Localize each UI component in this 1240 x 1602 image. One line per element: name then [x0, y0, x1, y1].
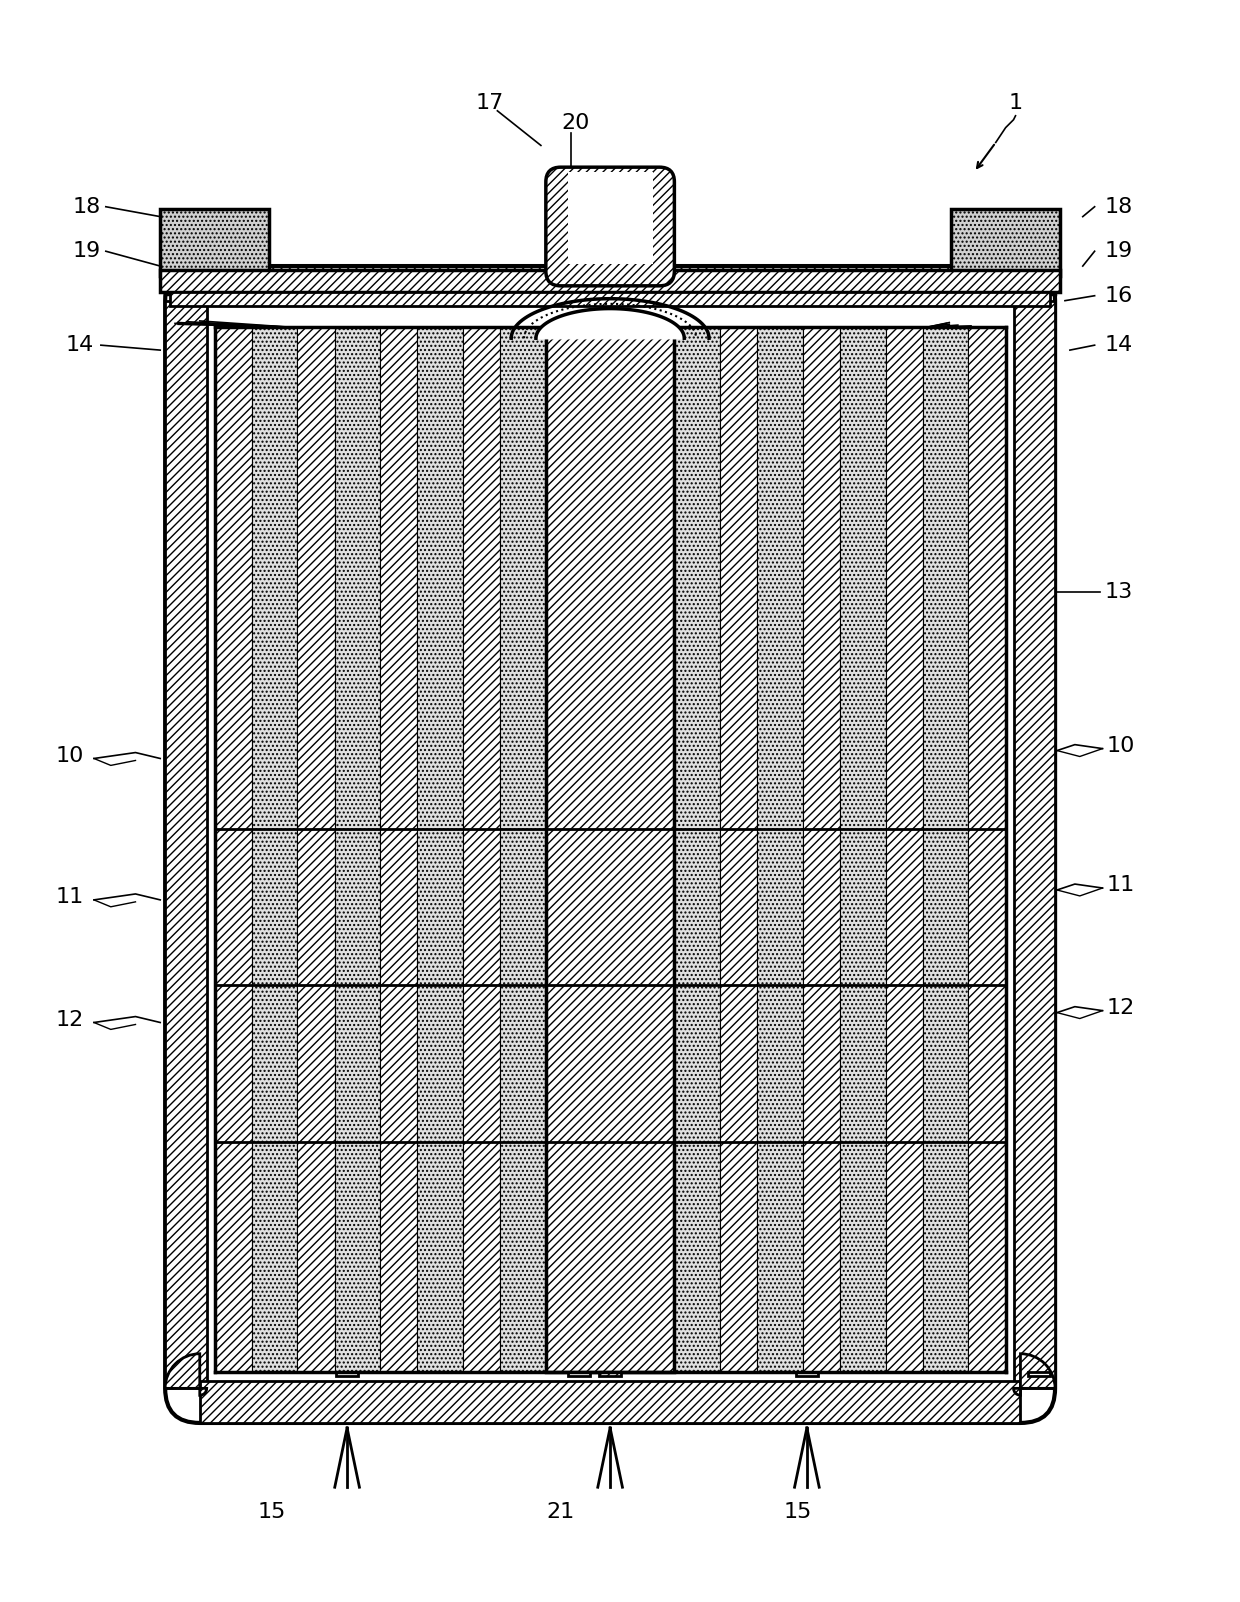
- Bar: [951, 208, 1060, 276]
- Bar: [568, 1371, 590, 1376]
- Bar: [252, 327, 298, 1371]
- Text: 20: 20: [562, 112, 590, 133]
- Bar: [546, 327, 675, 1371]
- Text: 13: 13: [1105, 583, 1133, 602]
- Bar: [160, 208, 269, 276]
- Bar: [381, 327, 418, 1371]
- Text: 18: 18: [73, 197, 100, 216]
- FancyBboxPatch shape: [546, 167, 675, 285]
- Text: 11: 11: [56, 888, 84, 907]
- Bar: [1013, 301, 1055, 1389]
- Bar: [165, 266, 1055, 293]
- Text: 10: 10: [1106, 735, 1135, 756]
- Text: 12: 12: [56, 1009, 84, 1030]
- Text: 16: 16: [1105, 285, 1133, 306]
- Bar: [599, 1371, 621, 1376]
- Text: 15: 15: [784, 1503, 812, 1522]
- Bar: [418, 327, 463, 1371]
- Text: 19: 19: [73, 242, 100, 261]
- Bar: [802, 327, 839, 1371]
- Bar: [336, 1371, 358, 1376]
- Text: 14: 14: [66, 335, 94, 356]
- Wedge shape: [1013, 1354, 1055, 1395]
- Bar: [298, 327, 335, 1371]
- Bar: [720, 327, 758, 1371]
- Text: 1: 1: [1008, 93, 1023, 112]
- Bar: [968, 327, 1006, 1371]
- Text: 14: 14: [1105, 335, 1133, 356]
- Bar: [160, 271, 1060, 292]
- Bar: [923, 327, 968, 1371]
- Bar: [165, 301, 207, 1389]
- Bar: [170, 292, 1050, 306]
- Bar: [200, 1381, 1021, 1423]
- Text: 21: 21: [547, 1503, 575, 1522]
- Bar: [675, 327, 720, 1371]
- Bar: [839, 327, 885, 1371]
- Bar: [885, 327, 923, 1371]
- Bar: [758, 327, 802, 1371]
- Text: 12: 12: [1106, 998, 1135, 1017]
- Text: 18: 18: [1105, 197, 1133, 216]
- Bar: [500, 327, 546, 1371]
- Bar: [1028, 1371, 1049, 1376]
- Bar: [463, 327, 500, 1371]
- Text: 11: 11: [1106, 875, 1135, 896]
- Bar: [335, 327, 381, 1371]
- FancyBboxPatch shape: [165, 266, 1055, 1423]
- Text: 10: 10: [56, 745, 84, 766]
- Wedge shape: [165, 1354, 207, 1395]
- Bar: [215, 327, 252, 1371]
- Text: 15: 15: [258, 1503, 286, 1522]
- Text: 19: 19: [1105, 242, 1133, 261]
- Bar: [796, 1371, 817, 1376]
- Bar: [568, 171, 652, 264]
- Text: 17: 17: [475, 93, 503, 112]
